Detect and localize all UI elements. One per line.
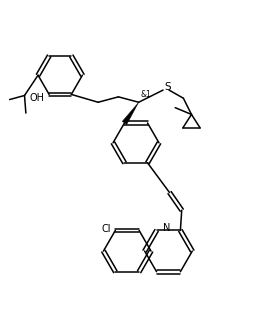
Text: Cl: Cl: [102, 224, 111, 234]
Text: S: S: [164, 82, 171, 92]
Text: N: N: [163, 223, 171, 233]
Text: OH: OH: [29, 93, 44, 103]
Text: &1: &1: [140, 90, 151, 99]
Polygon shape: [122, 102, 139, 124]
